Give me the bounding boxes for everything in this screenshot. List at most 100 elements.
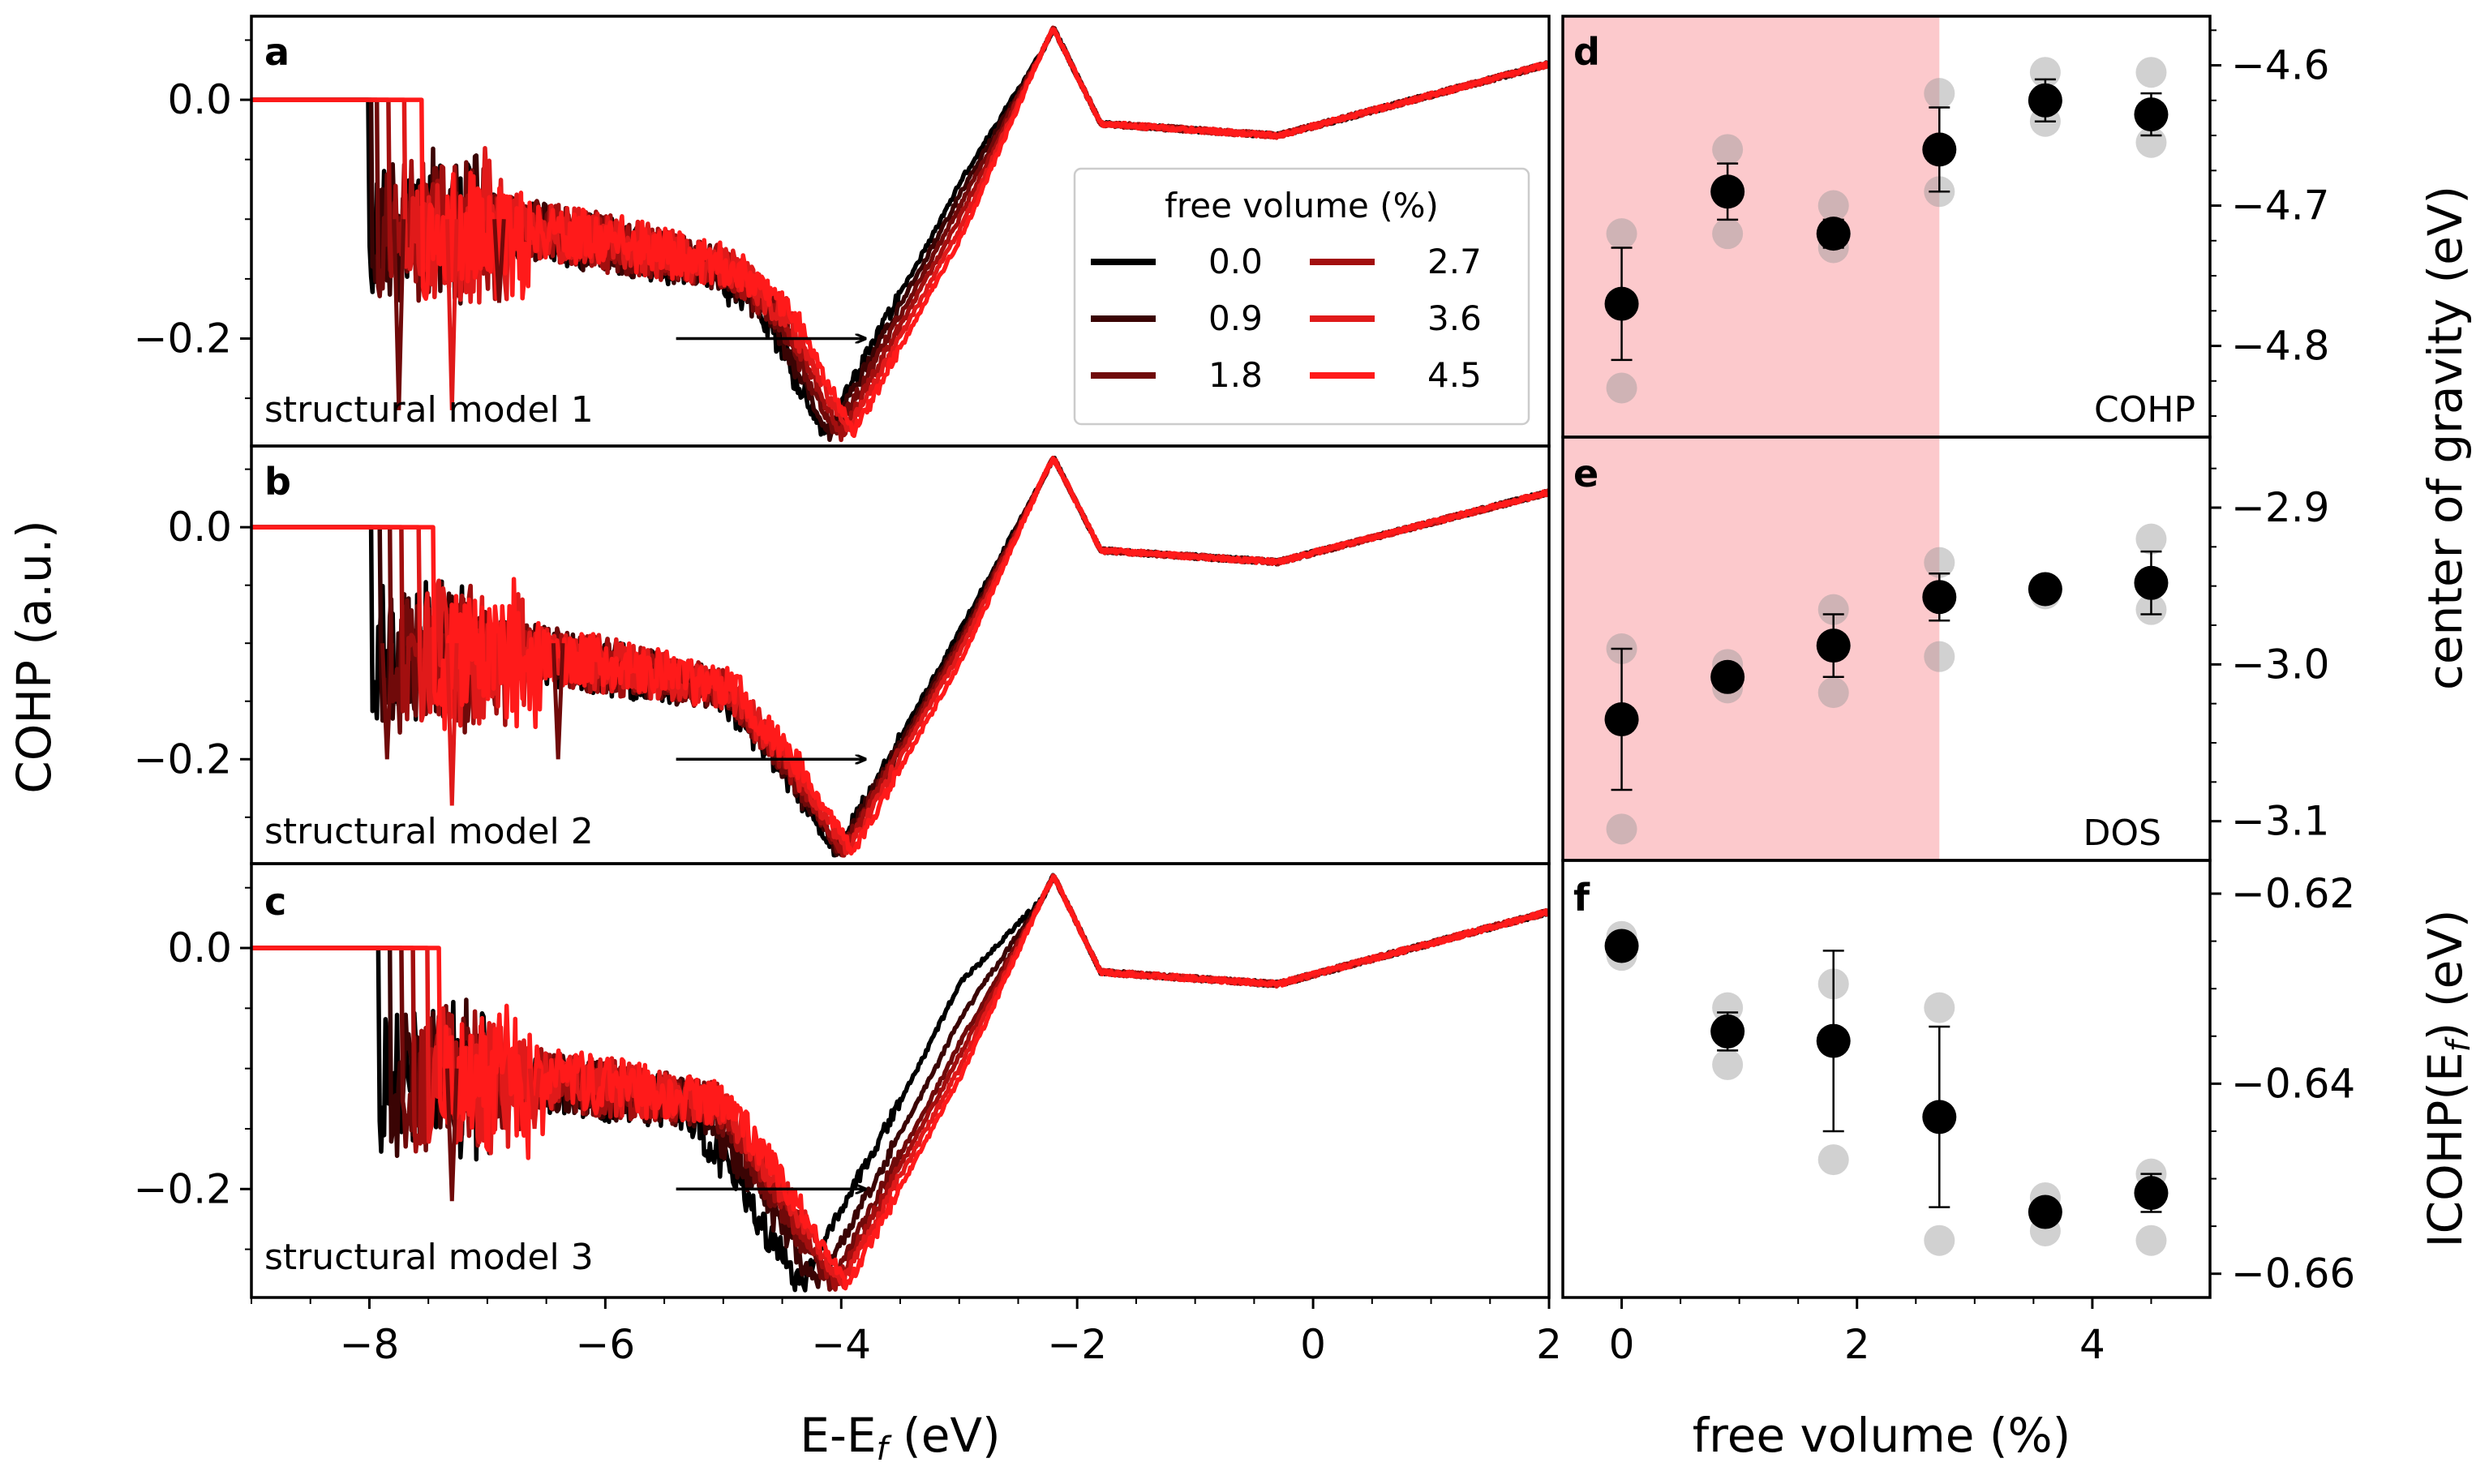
left-y-axis-title: COHP (a.u.): [6, 520, 62, 794]
legend-label: 3.6: [1427, 298, 1482, 338]
sample-point: [1712, 218, 1744, 250]
legend-label: 1.8: [1208, 355, 1263, 395]
y-tick-label: −0.2: [134, 1165, 232, 1212]
x-tick-label: −2: [1047, 1321, 1107, 1368]
legend-label: 4.5: [1427, 355, 1482, 395]
right-y-axis-title-bottom: ICOHP(Ef) (eV): [2418, 910, 2478, 1248]
sample-point: [1924, 641, 1955, 672]
mean-point: [2134, 565, 2169, 600]
panel-letter-f: f: [1573, 876, 1590, 920]
series-4-5-line: [251, 456, 1549, 856]
mean-point: [2028, 1194, 2062, 1229]
annotation-model-1: structural model 1: [264, 389, 594, 431]
y-tick-label: −3.0: [2231, 641, 2329, 688]
sample-point: [1606, 218, 1637, 250]
ticks: 0.0−0.20.0−0.20.0−0.2−8 −6 −4 −2 0 2−4.6−4.7−…: [134, 29, 2355, 1368]
mean-point: [1710, 174, 1745, 209]
y-tick-label: −0.66: [2231, 1250, 2355, 1297]
spike-line: [444, 219, 459, 410]
sample-point: [2135, 57, 2167, 88]
annotation-dos: DOS: [2083, 813, 2161, 854]
mean-point: [2028, 83, 2062, 118]
x-tick-label: 0: [1609, 1321, 1635, 1368]
spike-line: [551, 643, 565, 760]
mean-point: [2134, 97, 2169, 132]
panel-letter-e: e: [1573, 452, 1599, 495]
y-tick-label: −0.2: [134, 315, 232, 362]
sample-point: [1924, 992, 1955, 1023]
panel-c-frame: [250, 862, 1551, 1299]
sample-point: [1817, 594, 1849, 625]
sample-point: [1712, 134, 1744, 165]
spike-line: [392, 219, 406, 410]
mean-point: [1710, 659, 1745, 694]
mean-point: [2028, 572, 2062, 607]
legend-label: 0.0: [1208, 242, 1263, 281]
left-x-axis-title: E-Ef (eV): [800, 1408, 1000, 1468]
y-tick-label: −4.8: [2231, 323, 2329, 370]
mean-point: [1710, 1014, 1745, 1049]
legend-label: 2.7: [1427, 242, 1482, 281]
annotation-model-2: structural model 2: [264, 811, 594, 852]
lines-c: [251, 873, 1549, 1293]
x-tick-label: −8: [340, 1321, 400, 1368]
mean-point: [1922, 580, 1957, 615]
y-tick-label: 0.0: [167, 504, 232, 551]
y-tick-label: −3.1: [2231, 798, 2329, 845]
right-y-axis-title-bottom-main: ICOHP(E: [2418, 1052, 2473, 1247]
mean-point: [1816, 628, 1851, 663]
legend-title: free volume (%): [1165, 186, 1439, 225]
series-4-5-line: [251, 875, 1549, 1291]
sample-point: [1712, 992, 1744, 1023]
sample-point: [1924, 1225, 1955, 1256]
x-tick-label: −6: [576, 1321, 636, 1368]
y-tick-label: 0.0: [167, 924, 232, 971]
legend: free volume (%) 0.0 0.9 1.8 2.7 3.6 4.5: [1073, 167, 1530, 426]
y-tick-label: 0.0: [167, 76, 232, 123]
mean-point: [1604, 286, 1639, 321]
spike-line: [444, 643, 459, 806]
sample-point: [1817, 677, 1849, 709]
mean-point: [1922, 132, 1957, 167]
x-tick-label: 2: [1536, 1321, 1562, 1368]
panel-letter-b: b: [264, 460, 291, 504]
legend-label: 0.9: [1208, 298, 1263, 338]
series-4-5-line: [251, 27, 1549, 439]
x-tick-label: 2: [1844, 1321, 1870, 1368]
y-tick-label: −0.64: [2231, 1060, 2355, 1107]
scatter-e: [1604, 523, 2169, 845]
lines-b: [251, 455, 1549, 858]
spike-line: [444, 1068, 459, 1202]
spike-line: [492, 219, 506, 303]
scatter-f: [1604, 920, 2169, 1256]
x-tick-label: 4: [2079, 1321, 2105, 1368]
panel-letter-a: a: [264, 30, 290, 74]
sample-point: [2135, 523, 2167, 555]
mean-point: [1816, 1023, 1851, 1058]
lines-a: [251, 25, 1549, 443]
x-tick-label: −4: [811, 1321, 871, 1368]
x-tick-label: 0: [1300, 1321, 1326, 1368]
sample-point: [2135, 1225, 2167, 1256]
y-tick-label: −4.6: [2231, 42, 2329, 89]
mean-point: [1922, 1100, 1957, 1134]
shade-d: [1563, 16, 1940, 437]
panel-letter-c: c: [264, 880, 286, 924]
sample-point: [1712, 1049, 1744, 1080]
mean-point: [1816, 217, 1851, 251]
legend-entries: 0.0 0.9 1.8 2.7 3.6 4.5: [1091, 242, 1482, 395]
scatter-d: [1604, 57, 2169, 404]
y-tick-label: −0.62: [2231, 870, 2355, 917]
left-x-axis-title-main: E-E: [800, 1408, 876, 1463]
sample-point: [1606, 813, 1637, 845]
y-tick-label: −4.7: [2231, 182, 2329, 229]
sample-point: [1817, 190, 1849, 221]
y-tick-label: −2.9: [2231, 484, 2329, 531]
left-x-axis-title-unit: (eV): [888, 1408, 1001, 1463]
annotation-cohp: COHP: [2094, 389, 2195, 431]
mean-point: [1604, 702, 1639, 736]
right-x-axis-title: free volume (%): [1693, 1408, 2071, 1463]
annotation-model-3: structural model 3: [264, 1237, 594, 1278]
sample-point: [1817, 1144, 1849, 1176]
